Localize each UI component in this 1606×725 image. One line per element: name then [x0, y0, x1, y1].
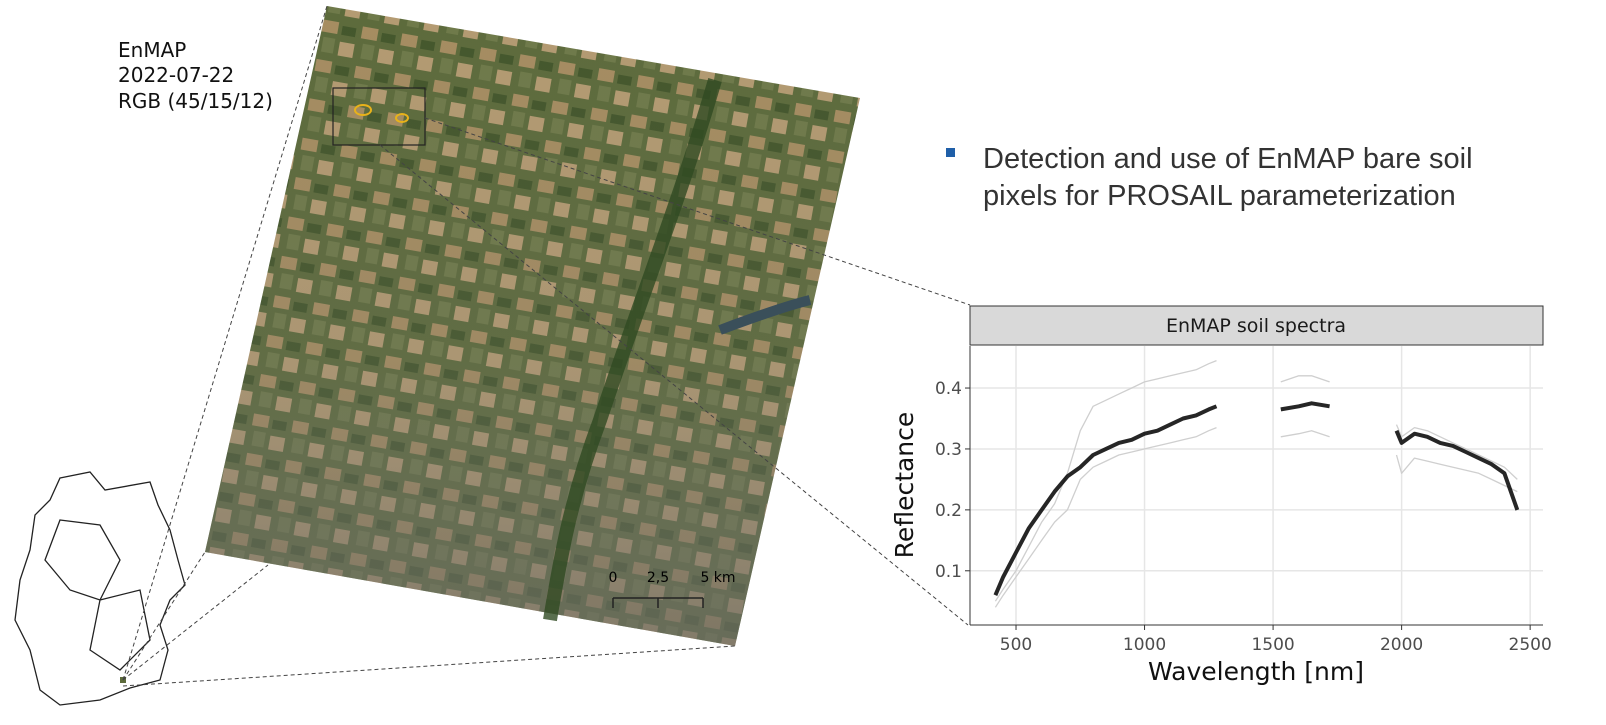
bullet-line: pixels for PROSAIL parameterization	[983, 180, 1456, 212]
bullet-text: Detection and use of EnMAP bare soil pix…	[983, 143, 1481, 212]
annotation-line: EnMAP	[118, 38, 186, 62]
annotation-line: RGB (45/15/12)	[118, 89, 273, 113]
x-tick-label: 2500	[1509, 635, 1552, 655]
x-tick-label: 1000	[1123, 635, 1166, 655]
x-tick-label: 2000	[1380, 635, 1423, 655]
bullet-line: Detection and use of EnMAP bare soil	[983, 143, 1473, 175]
y-axis-label: Reflectance	[890, 412, 919, 559]
y-tick-label: 0.1	[935, 562, 962, 582]
slide: 0 2,5 5 km EnMAP 2022-07-22 RGB (45/15/1…	[0, 0, 1606, 725]
annotation-line: 2022-07-22	[118, 63, 234, 87]
scale-label: 2,5	[647, 570, 669, 586]
satellite-image: 0 2,5 5 km	[205, 6, 860, 646]
y-tick-label: 0.2	[935, 501, 962, 521]
bullet-marker	[946, 148, 955, 157]
x-tick-label: 1500	[1251, 635, 1294, 655]
scale-label: 0	[609, 570, 618, 586]
scale-label: 5 km	[700, 570, 735, 586]
y-tick-label: 0.3	[935, 440, 962, 460]
x-axis-label: Wavelength [nm]	[1148, 657, 1364, 686]
germany-map	[15, 472, 185, 705]
y-tick-label: 0.4	[935, 379, 962, 399]
annotation: EnMAP 2022-07-22 RGB (45/15/12)	[118, 38, 273, 113]
chart-title: EnMAP soil spectra	[1166, 315, 1346, 337]
x-tick-label: 500	[1000, 635, 1032, 655]
